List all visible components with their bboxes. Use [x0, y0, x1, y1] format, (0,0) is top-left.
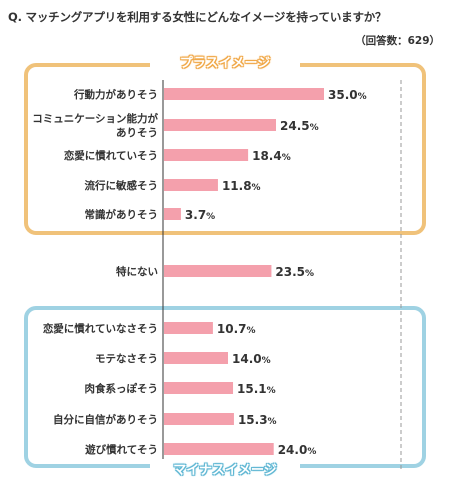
value-label: 15.3%	[238, 413, 277, 427]
value-label: 11.8%	[222, 179, 261, 193]
category-label: モテなさそう	[95, 353, 158, 365]
value-label: 24.0%	[278, 443, 317, 457]
value-label: 15.1%	[237, 382, 276, 396]
bar	[164, 119, 276, 131]
response-count: （回答数：629）	[355, 35, 440, 47]
bar	[164, 443, 274, 455]
category-label: 常識がありそう	[85, 208, 159, 221]
minus-image-label-text: マイナスイメージ	[173, 463, 277, 478]
category-label: 遊び慣れてそう	[85, 443, 158, 456]
bar	[164, 179, 218, 191]
value-label: 3.7%	[185, 208, 215, 222]
bar	[164, 208, 181, 220]
bar	[164, 88, 324, 100]
value-label: 35.0%	[328, 88, 367, 102]
bar	[164, 352, 228, 364]
bar	[164, 265, 272, 277]
value-label: 23.5%	[275, 265, 314, 279]
category-label: 行動力がありそう	[73, 88, 158, 101]
category-label: 恋愛に慣れていそう	[64, 149, 158, 162]
value-label: 18.4%	[252, 149, 291, 163]
value-label: 10.7%	[217, 322, 256, 336]
value-label: 14.0%	[232, 352, 271, 366]
bar	[164, 322, 213, 334]
plus-image-label-text: プラスイメージ	[179, 56, 271, 71]
category-label: 恋愛に慣れていなさそう	[43, 322, 158, 335]
bar	[164, 413, 234, 425]
category-label: 肉食系っぽそう	[85, 382, 159, 395]
bar	[164, 382, 234, 394]
category-label: 流行に敏感そう	[85, 179, 159, 192]
category-label: 自分に自信がありそう	[53, 413, 158, 426]
chart-title: Q. マッチングアプリを利用する女性にどんなイメージを持っていますか？	[8, 10, 387, 24]
category-label: 特にない	[116, 265, 158, 278]
value-label: 24.5%	[280, 119, 319, 133]
minus-image-label: マイナスイメージ	[150, 459, 300, 478]
category-label: コミュニケーション能力がありそう	[32, 112, 158, 139]
bar	[164, 149, 249, 161]
plus-image-label: プラスイメージ	[150, 52, 300, 71]
